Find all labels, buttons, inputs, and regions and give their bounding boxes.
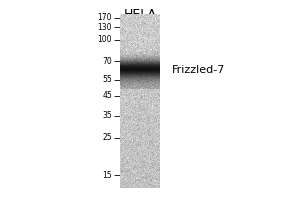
Text: 70: 70	[102, 56, 112, 66]
Text: 45: 45	[102, 92, 112, 100]
Text: 130: 130	[98, 22, 112, 31]
Text: 55: 55	[102, 75, 112, 84]
Text: 100: 100	[98, 36, 112, 45]
Text: Frizzled-7: Frizzled-7	[172, 65, 225, 75]
Text: 25: 25	[102, 134, 112, 142]
Text: 35: 35	[102, 112, 112, 120]
Text: HELA: HELA	[124, 8, 157, 21]
Text: 15: 15	[102, 170, 112, 180]
Text: 170: 170	[98, 14, 112, 22]
